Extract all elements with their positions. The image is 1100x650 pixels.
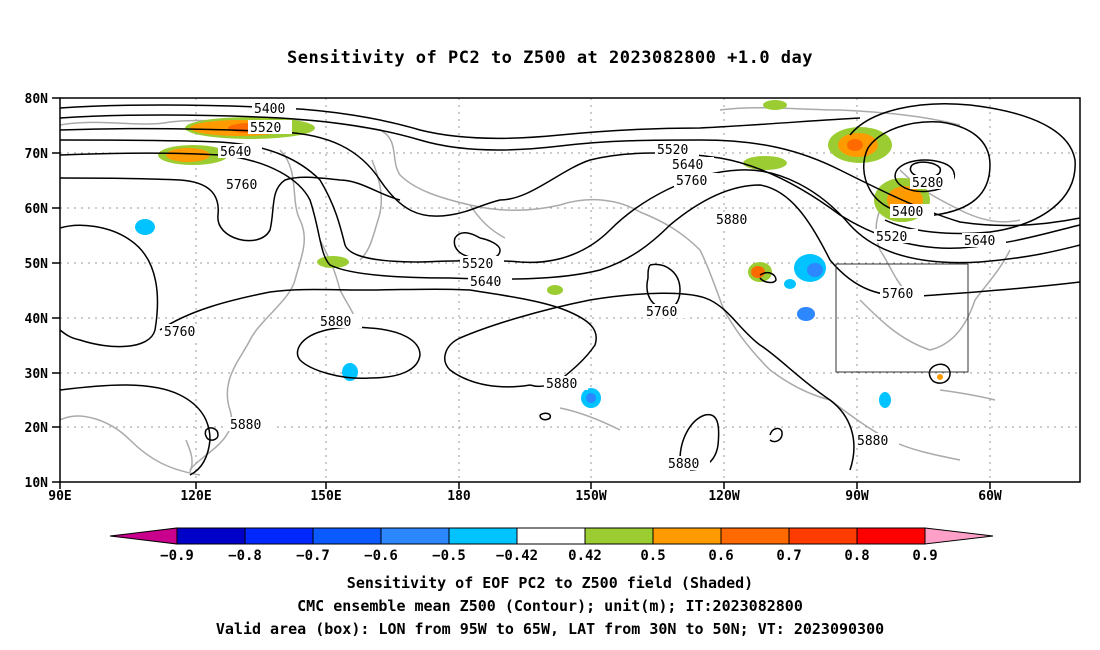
contour-label: 5280 bbox=[912, 176, 943, 191]
contour-label: 5520 bbox=[250, 121, 281, 136]
colorbar-swatch bbox=[312, 527, 382, 545]
lat-label: 50N bbox=[25, 257, 49, 272]
lon-label: 90E bbox=[48, 489, 71, 504]
figure-title: Sensitivity of PC2 to Z500 at 2023082800… bbox=[286, 48, 813, 68]
contour-label: 5640 bbox=[220, 145, 251, 160]
contour-label: 5760 bbox=[226, 178, 257, 193]
colorbar-high-triangle bbox=[924, 527, 994, 545]
lat-label: 80N bbox=[25, 92, 49, 107]
lon-label: 90W bbox=[845, 489, 869, 504]
caption-line-1: Sensitivity of EOF PC2 to Z500 field (Sh… bbox=[346, 574, 754, 592]
colorbar-label: 0.7 bbox=[776, 548, 801, 564]
latitude-labels: 80N 70N 60N 50N 40N 30N 20N 10N bbox=[25, 92, 49, 491]
contour-label: 5880 bbox=[320, 315, 351, 330]
lon-label: 150W bbox=[575, 489, 606, 504]
contour-label: 5640 bbox=[470, 275, 501, 290]
colorbar-swatch bbox=[244, 527, 314, 545]
lon-label: 180 bbox=[447, 489, 471, 504]
colorbar-label: 0.6 bbox=[708, 548, 733, 564]
colorbar-swatch bbox=[448, 527, 518, 545]
colorbar-swatch bbox=[856, 527, 926, 545]
contour-label: 5880 bbox=[716, 213, 747, 228]
contour-label: 5760 bbox=[676, 174, 707, 189]
contour-label: 5520 bbox=[462, 257, 493, 272]
lon-label: 120W bbox=[708, 489, 739, 504]
colorbar-label: 0.5 bbox=[640, 548, 665, 564]
contour-labels: 5400 5520 5640 5760 5520 5640 5760 5880 … bbox=[162, 101, 1006, 472]
axis-ticks bbox=[52, 97, 991, 489]
longitude-labels: 90E 120E 150E 180 150W 120W 90W 60W bbox=[48, 489, 1002, 504]
colorbar-swatch bbox=[380, 527, 450, 545]
contour-label: 5640 bbox=[964, 234, 995, 249]
lat-label: 70N bbox=[25, 147, 49, 162]
map-frame bbox=[59, 97, 1081, 483]
contour-label: 5640 bbox=[672, 158, 703, 173]
contour-label: 5520 bbox=[876, 230, 907, 245]
z500-contours bbox=[59, 103, 1081, 476]
contour-label: 5400 bbox=[254, 102, 285, 117]
contour-label: 5760 bbox=[646, 305, 677, 320]
contour-label: 5400 bbox=[892, 205, 923, 220]
colorbar-swatch bbox=[720, 527, 790, 545]
colorbar-label: 0.9 bbox=[912, 548, 937, 564]
colorbar-label: −0.8 bbox=[228, 548, 262, 564]
lat-label: 60N bbox=[25, 202, 49, 217]
lon-label: 120E bbox=[180, 489, 211, 504]
contour-label: 5880 bbox=[230, 418, 261, 433]
colorbar-low-triangle bbox=[109, 527, 178, 545]
colorbar-label: −0.9 bbox=[160, 548, 194, 564]
caption-line-2: CMC ensemble mean Z500 (Contour); unit(m… bbox=[297, 597, 803, 615]
contour-label: 5760 bbox=[882, 287, 913, 302]
valid-area-box bbox=[835, 263, 969, 373]
lat-label: 30N bbox=[25, 367, 49, 382]
lat-label: 10N bbox=[25, 476, 49, 491]
contour-label: 5760 bbox=[164, 325, 195, 340]
colorbar-swatch bbox=[584, 527, 654, 545]
colorbar-swatch bbox=[516, 527, 586, 545]
caption-line-3: Valid area (box): LON from 95W to 65W, L… bbox=[215, 620, 885, 638]
colorbar-swatch bbox=[652, 527, 722, 545]
colorbar-label: 0.8 bbox=[844, 548, 869, 564]
lat-label: 20N bbox=[25, 421, 49, 436]
colorbar-label: 0.42 bbox=[568, 548, 602, 564]
contour-label: 5880 bbox=[857, 434, 888, 449]
colorbar-swatch bbox=[788, 527, 858, 545]
colorbar: −0.9 −0.8 −0.7 −0.6 −0.5 −0.42 0.42 0.5 0.6 0.7 0.… bbox=[109, 527, 994, 564]
colorbar-label: −0.6 bbox=[364, 548, 398, 564]
colorbar-label: −0.5 bbox=[432, 548, 466, 564]
contour-label: 5520 bbox=[657, 143, 688, 158]
colorbar-label: −0.42 bbox=[496, 548, 538, 564]
lon-label: 150E bbox=[310, 489, 341, 504]
contour-label: 5880 bbox=[668, 457, 699, 472]
lon-label: 60W bbox=[978, 489, 1002, 504]
lat-label: 40N bbox=[25, 312, 49, 327]
colorbar-label: −0.7 bbox=[296, 548, 330, 564]
contour-label: 5880 bbox=[546, 377, 577, 392]
colorbar-swatch bbox=[176, 527, 246, 545]
